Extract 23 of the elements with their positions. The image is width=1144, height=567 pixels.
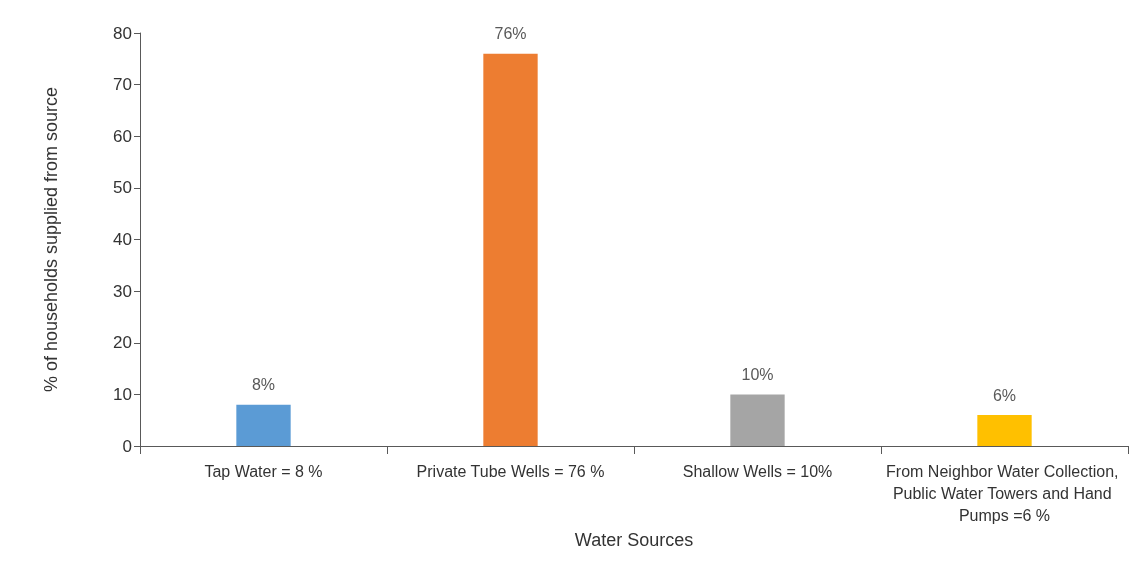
bar [483,53,538,446]
y-tick-label: 80 [113,23,132,43]
x-tick-label: Shallow Wells = 10% [682,462,833,480]
y-tick-label: 50 [113,178,132,198]
x-tick-label: Tap Water = 8 % [204,462,323,480]
y-tick-label: 30 [113,281,132,301]
data-label: 8% [251,376,276,394]
y-tick-label: 10 [113,384,132,404]
y-tick-label: 0 [122,436,132,456]
bar [977,415,1032,446]
x-tick-label: Private Tube Wells = 76 % [416,462,605,480]
y-tick-label: 70 [113,75,132,95]
data-label: 76% [494,25,527,43]
data-label: 6% [992,386,1017,404]
y-tick-label: 40 [113,230,132,249]
y-axis-title: % of households supplied from source [41,86,61,393]
bar [730,394,785,446]
data-label: 10% [741,365,774,383]
y-tick-label: 60 [113,126,132,146]
x-tick-label: From Neighbor Water Collection, Public Water Towers and Hand Pumps =6 % [886,462,1123,524]
bar [236,404,291,446]
y-tick-label: 20 [113,333,132,353]
x-axis-title: Water Sources [574,529,694,550]
